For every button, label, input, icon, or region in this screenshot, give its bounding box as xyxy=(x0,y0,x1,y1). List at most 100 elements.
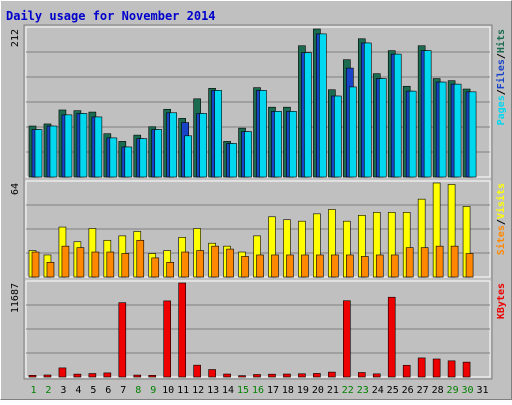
legend-entry: / xyxy=(496,53,507,59)
legend-entry: / xyxy=(496,89,507,95)
bar-sites-2 xyxy=(46,262,55,278)
bar-sites-26 xyxy=(405,247,414,278)
plot-outer-frame xyxy=(23,24,493,380)
x-tick-label: 4 xyxy=(75,385,81,396)
x-tick-label: 29 xyxy=(447,385,459,396)
legend-visits_sites: Sites/Visits xyxy=(495,183,507,255)
x-tick-label: 3 xyxy=(60,385,66,396)
bar-sites-21 xyxy=(331,254,339,278)
bar-kbytes-9 xyxy=(148,375,157,378)
x-tick-label: 7 xyxy=(120,385,126,396)
ymax-label-hits_files_pages: 212 xyxy=(10,29,21,47)
x-tick-label: 26 xyxy=(402,385,414,396)
bar-sites-17 xyxy=(271,254,279,278)
bar-pages-10 xyxy=(169,112,178,178)
x-tick-label: 16 xyxy=(252,385,264,396)
bar-sites-25 xyxy=(390,254,399,278)
bar-pages-13 xyxy=(214,90,222,178)
bar-pages-4 xyxy=(79,113,88,178)
bar-kbytes-6 xyxy=(103,372,112,378)
bar-kbytes-2 xyxy=(43,374,52,378)
bar-kbytes-30 xyxy=(462,361,471,378)
bar-kbytes-20 xyxy=(313,373,321,378)
bar-sites-18 xyxy=(286,254,294,278)
bar-kbytes-26 xyxy=(402,364,411,378)
bar-pages-3 xyxy=(64,114,73,178)
bar-pages-27 xyxy=(423,50,432,178)
bar-kbytes-25 xyxy=(387,296,396,378)
x-tick-label: 11 xyxy=(177,385,189,396)
bar-kbytes-10 xyxy=(163,300,172,378)
bar-kbytes-23 xyxy=(357,372,366,378)
bar-pages-16 xyxy=(259,90,267,178)
ymax-labels: 212 64 11687 xyxy=(10,29,21,313)
bar-kbytes-21 xyxy=(328,371,336,378)
bar-pages-28 xyxy=(438,81,447,178)
bar-sites-12 xyxy=(196,250,204,278)
bar-kbytes-11 xyxy=(178,282,186,378)
legend-entry: Pages xyxy=(496,95,507,125)
bar-kbytes-5 xyxy=(88,373,97,378)
x-tick-label: 9 xyxy=(150,385,156,396)
bar-sites-22 xyxy=(346,254,354,278)
bar-sites-8 xyxy=(136,239,145,278)
legend-hits_files_pages: Pages/Files/Hits xyxy=(495,29,507,125)
bar-kbytes-12 xyxy=(193,364,201,378)
bar-pages-9 xyxy=(154,129,163,178)
legend-entry: Sites xyxy=(495,225,507,255)
x-tick-label: 30 xyxy=(462,385,474,396)
chart-title: Daily usage for November 2014 xyxy=(6,9,216,23)
bar-sites-11 xyxy=(181,251,189,278)
bar-kbytes-17 xyxy=(268,373,276,378)
x-tick-label: 5 xyxy=(90,385,96,396)
bar-pages-18 xyxy=(289,111,297,178)
bar-sites-6 xyxy=(106,251,115,278)
x-tick-label: 13 xyxy=(207,385,219,396)
x-tick-label: 6 xyxy=(105,385,111,396)
x-axis-labels: 1 2 3 4 5 6 7 8 9 10 11 12 13 14 15 16 17 18 19 20 21 22 23 24 2… xyxy=(30,385,488,396)
bar-pages-22 xyxy=(349,86,357,178)
x-tick-label: 18 xyxy=(282,385,294,396)
bar-pages-20 xyxy=(319,33,327,178)
x-tick-label: 12 xyxy=(192,385,204,396)
x-tick-label: 19 xyxy=(297,385,309,396)
bar-sites-29 xyxy=(450,245,459,278)
bar-pages-19 xyxy=(304,52,312,178)
bar-sites-23 xyxy=(360,256,369,278)
bar-kbytes-1 xyxy=(28,375,37,378)
bar-kbytes-16 xyxy=(253,374,261,378)
bar-pages-23 xyxy=(363,42,372,178)
bar-sites-28 xyxy=(435,245,444,278)
legend-kbytes: KBytes xyxy=(496,283,507,319)
bar-kbytes-8 xyxy=(133,374,142,378)
bar-sites-30 xyxy=(465,253,474,278)
bar-pages-5 xyxy=(94,116,103,178)
bar-sites-3 xyxy=(61,245,70,278)
bar-pages-25 xyxy=(393,53,402,178)
bar-kbytes-14 xyxy=(223,373,231,378)
bar-pages-1 xyxy=(34,129,43,178)
x-tick-label: 31 xyxy=(476,385,488,396)
x-tick-label: 20 xyxy=(312,385,324,396)
x-tick-label: 15 xyxy=(237,385,249,396)
ymax-label-kbytes: 11687 xyxy=(10,283,21,313)
bar-sites-16 xyxy=(256,254,264,278)
x-tick-label: 22 xyxy=(342,385,354,396)
bar-kbytes-24 xyxy=(372,373,381,378)
bar-pages-7 xyxy=(124,146,133,178)
bar-kbytes-28 xyxy=(432,358,441,378)
legend-entry: Files xyxy=(495,59,507,89)
bar-pages-24 xyxy=(378,78,387,178)
bar-kbytes-22 xyxy=(343,300,351,378)
bar-kbytes-27 xyxy=(417,357,426,378)
bar-pages-30 xyxy=(468,91,477,178)
legend-entry: KBytes xyxy=(496,283,507,319)
bar-pages-29 xyxy=(453,83,462,178)
bar-pages-14 xyxy=(229,143,237,178)
x-tick-label: 28 xyxy=(432,385,444,396)
x-tick-label: 8 xyxy=(135,385,141,396)
legend-entry: Hits xyxy=(495,29,507,53)
